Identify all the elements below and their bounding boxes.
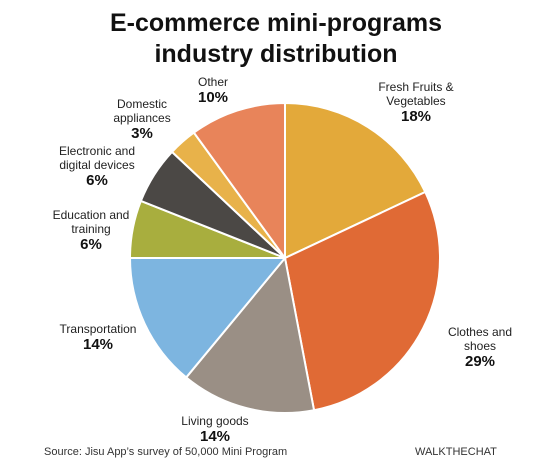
slice-percent: 3% <box>131 125 153 142</box>
slice-percent: 6% <box>86 172 108 189</box>
pie-slice-clothes <box>283 190 441 412</box>
slice-label-electronics: Electronic and digital devices 6% <box>44 144 150 190</box>
slice-percent: 14% <box>199 428 231 445</box>
slice-label-clothes: Clothes and shoes 29% <box>425 325 535 371</box>
slice-category: Clothes and shoes <box>447 325 513 353</box>
slice-label-transportation: Transportation 14% <box>44 322 152 354</box>
slice-category: Education and training <box>52 208 130 236</box>
slice-label-fresh-fruits: Fresh Fruits & Vegetables 18% <box>356 80 476 126</box>
slice-label-living-goods: Living goods 14% <box>160 414 270 446</box>
slice-category: Electronic and digital devices <box>58 144 136 172</box>
slice-percent: 10% <box>197 89 229 106</box>
slice-percent: 29% <box>464 353 496 370</box>
chart-title: E-commerce mini-programs industry distri… <box>0 8 552 70</box>
brand-logo: WALKTHECHAT <box>415 446 497 458</box>
chart-title-line-1: E-commerce mini-programs <box>109 9 443 37</box>
chart-title-line-2: industry distribution <box>154 40 398 68</box>
slice-percent: 18% <box>400 108 432 125</box>
slice-percent: 14% <box>82 336 114 353</box>
pie-slice-other <box>192 101 286 262</box>
slice-label-education: Education and training 6% <box>38 208 144 254</box>
slice-category: Transportation <box>59 322 137 336</box>
slice-percent: 6% <box>80 236 102 253</box>
slice-category: Fresh Fruits & Vegetables <box>378 80 454 108</box>
slice-label-other: Other 10% <box>180 75 246 107</box>
slice-category: Living goods <box>181 414 249 428</box>
slice-label-domestic: Domestic appliances 3% <box>100 97 184 143</box>
pie-slice-fresh-fruits <box>284 101 427 260</box>
pie-slice-living-goods <box>184 255 316 414</box>
slice-category: Domestic appliances <box>113 97 171 125</box>
source-note: Source: Jisu App’s survey of 50,000 Mini… <box>44 446 288 458</box>
pie-slice-transportation <box>128 257 288 379</box>
slice-category: Other <box>197 75 228 89</box>
